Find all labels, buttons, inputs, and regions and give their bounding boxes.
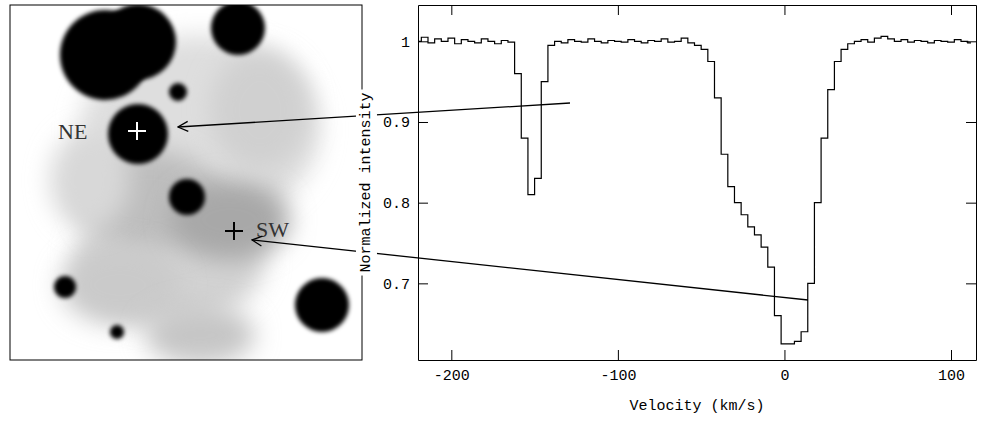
- tick: 100: [938, 350, 965, 385]
- star: [211, 5, 265, 55]
- star: [100, 5, 176, 80]
- tick-mark: [418, 41, 428, 42]
- axis-line: [976, 6, 977, 361]
- label-patch: [356, 89, 377, 275]
- tick-mark: [418, 122, 428, 123]
- axis-line: [419, 360, 977, 361]
- tick-mark: [451, 350, 452, 360]
- y-axis-title: Normalized intensity: [358, 92, 375, 272]
- tick-label: 0.9: [383, 115, 410, 132]
- tick-label: -100: [600, 368, 636, 385]
- tick: [784, 5, 785, 15]
- tick: 0.7: [383, 277, 428, 294]
- tick: [618, 5, 619, 15]
- tick-mark: [951, 5, 952, 15]
- tick: 1: [401, 35, 428, 52]
- tick-mark: [784, 5, 785, 15]
- axis-line: [418, 6, 419, 361]
- tick: [951, 5, 952, 15]
- tick: -100: [600, 350, 636, 385]
- tick-mark: [618, 350, 619, 360]
- x-axis: -200 -100 0 100: [419, 350, 977, 385]
- tick: [451, 5, 452, 15]
- tick-label: -200: [434, 368, 470, 385]
- tick-label: 100: [938, 368, 965, 385]
- star: [110, 325, 124, 339]
- x-axis-title: Velocity (km/s): [629, 398, 764, 415]
- position-label: NE: [58, 119, 87, 144]
- tick: -200: [434, 350, 470, 385]
- tick: [966, 203, 976, 204]
- tick-mark: [966, 122, 976, 123]
- position-cross: [128, 122, 146, 140]
- tick: 0: [780, 350, 789, 385]
- tick-mark: [966, 283, 976, 284]
- nebula: [170, 180, 290, 260]
- x-axis-top: [419, 5, 977, 15]
- tick-mark: [418, 203, 428, 204]
- tick-mark: [451, 5, 452, 15]
- arrows: [178, 103, 808, 300]
- tick-label: 0.8: [383, 196, 410, 213]
- nebula: [210, 50, 310, 170]
- tick-mark: [618, 5, 619, 15]
- tick-label: 0.7: [383, 277, 410, 294]
- nebula: [145, 305, 255, 360]
- tick: [966, 283, 976, 284]
- figure: NE SW -200 -100 0 100 0.7 0.8 0.9 1 Velocity (km/s…: [0, 0, 997, 421]
- y-axis-title-group: Normalized intensity: [356, 89, 377, 275]
- position-label: SW: [256, 217, 289, 242]
- tick: 0.9: [383, 115, 428, 132]
- star: [169, 179, 205, 215]
- axis-line: [419, 5, 977, 6]
- tick: 0.8: [383, 196, 428, 213]
- star: [295, 278, 349, 332]
- y-axis: 0.7 0.8 0.9 1: [383, 6, 428, 361]
- plot-marks: [418, 36, 971, 343]
- star: [108, 104, 168, 164]
- nebula: [60, 245, 180, 325]
- tick: [966, 41, 976, 42]
- image-frame: [10, 5, 362, 360]
- tick-mark: [951, 350, 952, 360]
- pointer-arrow: [252, 240, 808, 300]
- image-content: [50, 5, 349, 360]
- tick-label: 0: [780, 368, 789, 385]
- tick-mark: [418, 283, 428, 284]
- star: [169, 83, 187, 101]
- sky-image: NE SW: [10, 1, 362, 365]
- tick: [966, 122, 976, 123]
- tick-mark: [966, 41, 976, 42]
- tick-mark: [784, 350, 785, 360]
- spectrum-line: [418, 36, 971, 343]
- position-cross: [225, 222, 243, 240]
- tick-mark: [966, 203, 976, 204]
- star: [54, 276, 76, 298]
- y-axis-right: [966, 6, 977, 361]
- tick-label: 1: [401, 35, 410, 52]
